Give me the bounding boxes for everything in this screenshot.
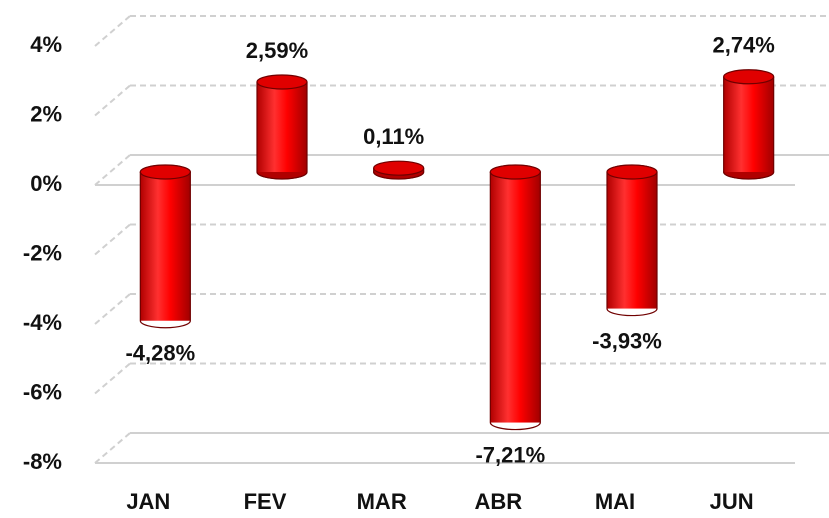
grid-diagonal xyxy=(94,293,131,325)
y-tick-label: 2% xyxy=(30,101,62,126)
x-tick-label: MAR xyxy=(357,489,407,514)
grid-diagonal xyxy=(94,154,131,186)
bar-cap xyxy=(373,160,425,176)
bar xyxy=(723,76,774,172)
x-tick-label: FEV xyxy=(244,489,287,514)
bar xyxy=(490,172,541,423)
bar-outline xyxy=(256,81,308,180)
y-tick-label: -2% xyxy=(23,240,62,265)
y-tick-label: 4% xyxy=(30,32,62,57)
bar-cap xyxy=(139,164,191,180)
grid-diagonal xyxy=(94,15,131,47)
bar-cap xyxy=(606,164,658,180)
grid-diagonal xyxy=(94,432,131,464)
bar-cap xyxy=(256,74,308,90)
y-tick-label: 0% xyxy=(30,171,62,196)
y-tick-label: -4% xyxy=(23,310,62,335)
value-label: -7,21% xyxy=(475,442,545,467)
x-tick-label: JUN xyxy=(710,489,754,514)
value-label: 2,74% xyxy=(712,33,774,58)
bar-outline xyxy=(723,76,775,180)
value-label: 2,59% xyxy=(246,38,308,63)
x-tick-label: ABR xyxy=(474,489,522,514)
bar xyxy=(257,81,307,172)
y-tick-label: -8% xyxy=(23,449,62,474)
bar-cap xyxy=(489,164,541,180)
bar-outline xyxy=(373,168,425,180)
x-tick-label: MAI xyxy=(595,489,635,514)
value-label: 0,11% xyxy=(363,124,424,149)
bar-outline xyxy=(139,172,191,329)
value-label: -4,28% xyxy=(125,341,195,366)
bar-outline xyxy=(606,172,658,317)
value-label: -3,93% xyxy=(592,328,662,353)
y-tick-label: -6% xyxy=(23,379,62,404)
bar xyxy=(140,172,191,321)
grid-diagonal xyxy=(94,223,131,256)
bar xyxy=(607,172,657,309)
x-tick-label: JAN xyxy=(126,489,170,514)
bar-outline xyxy=(489,172,541,431)
grid-diagonal xyxy=(94,362,131,395)
bar-cap xyxy=(723,69,775,85)
grid-diagonal xyxy=(94,84,131,117)
